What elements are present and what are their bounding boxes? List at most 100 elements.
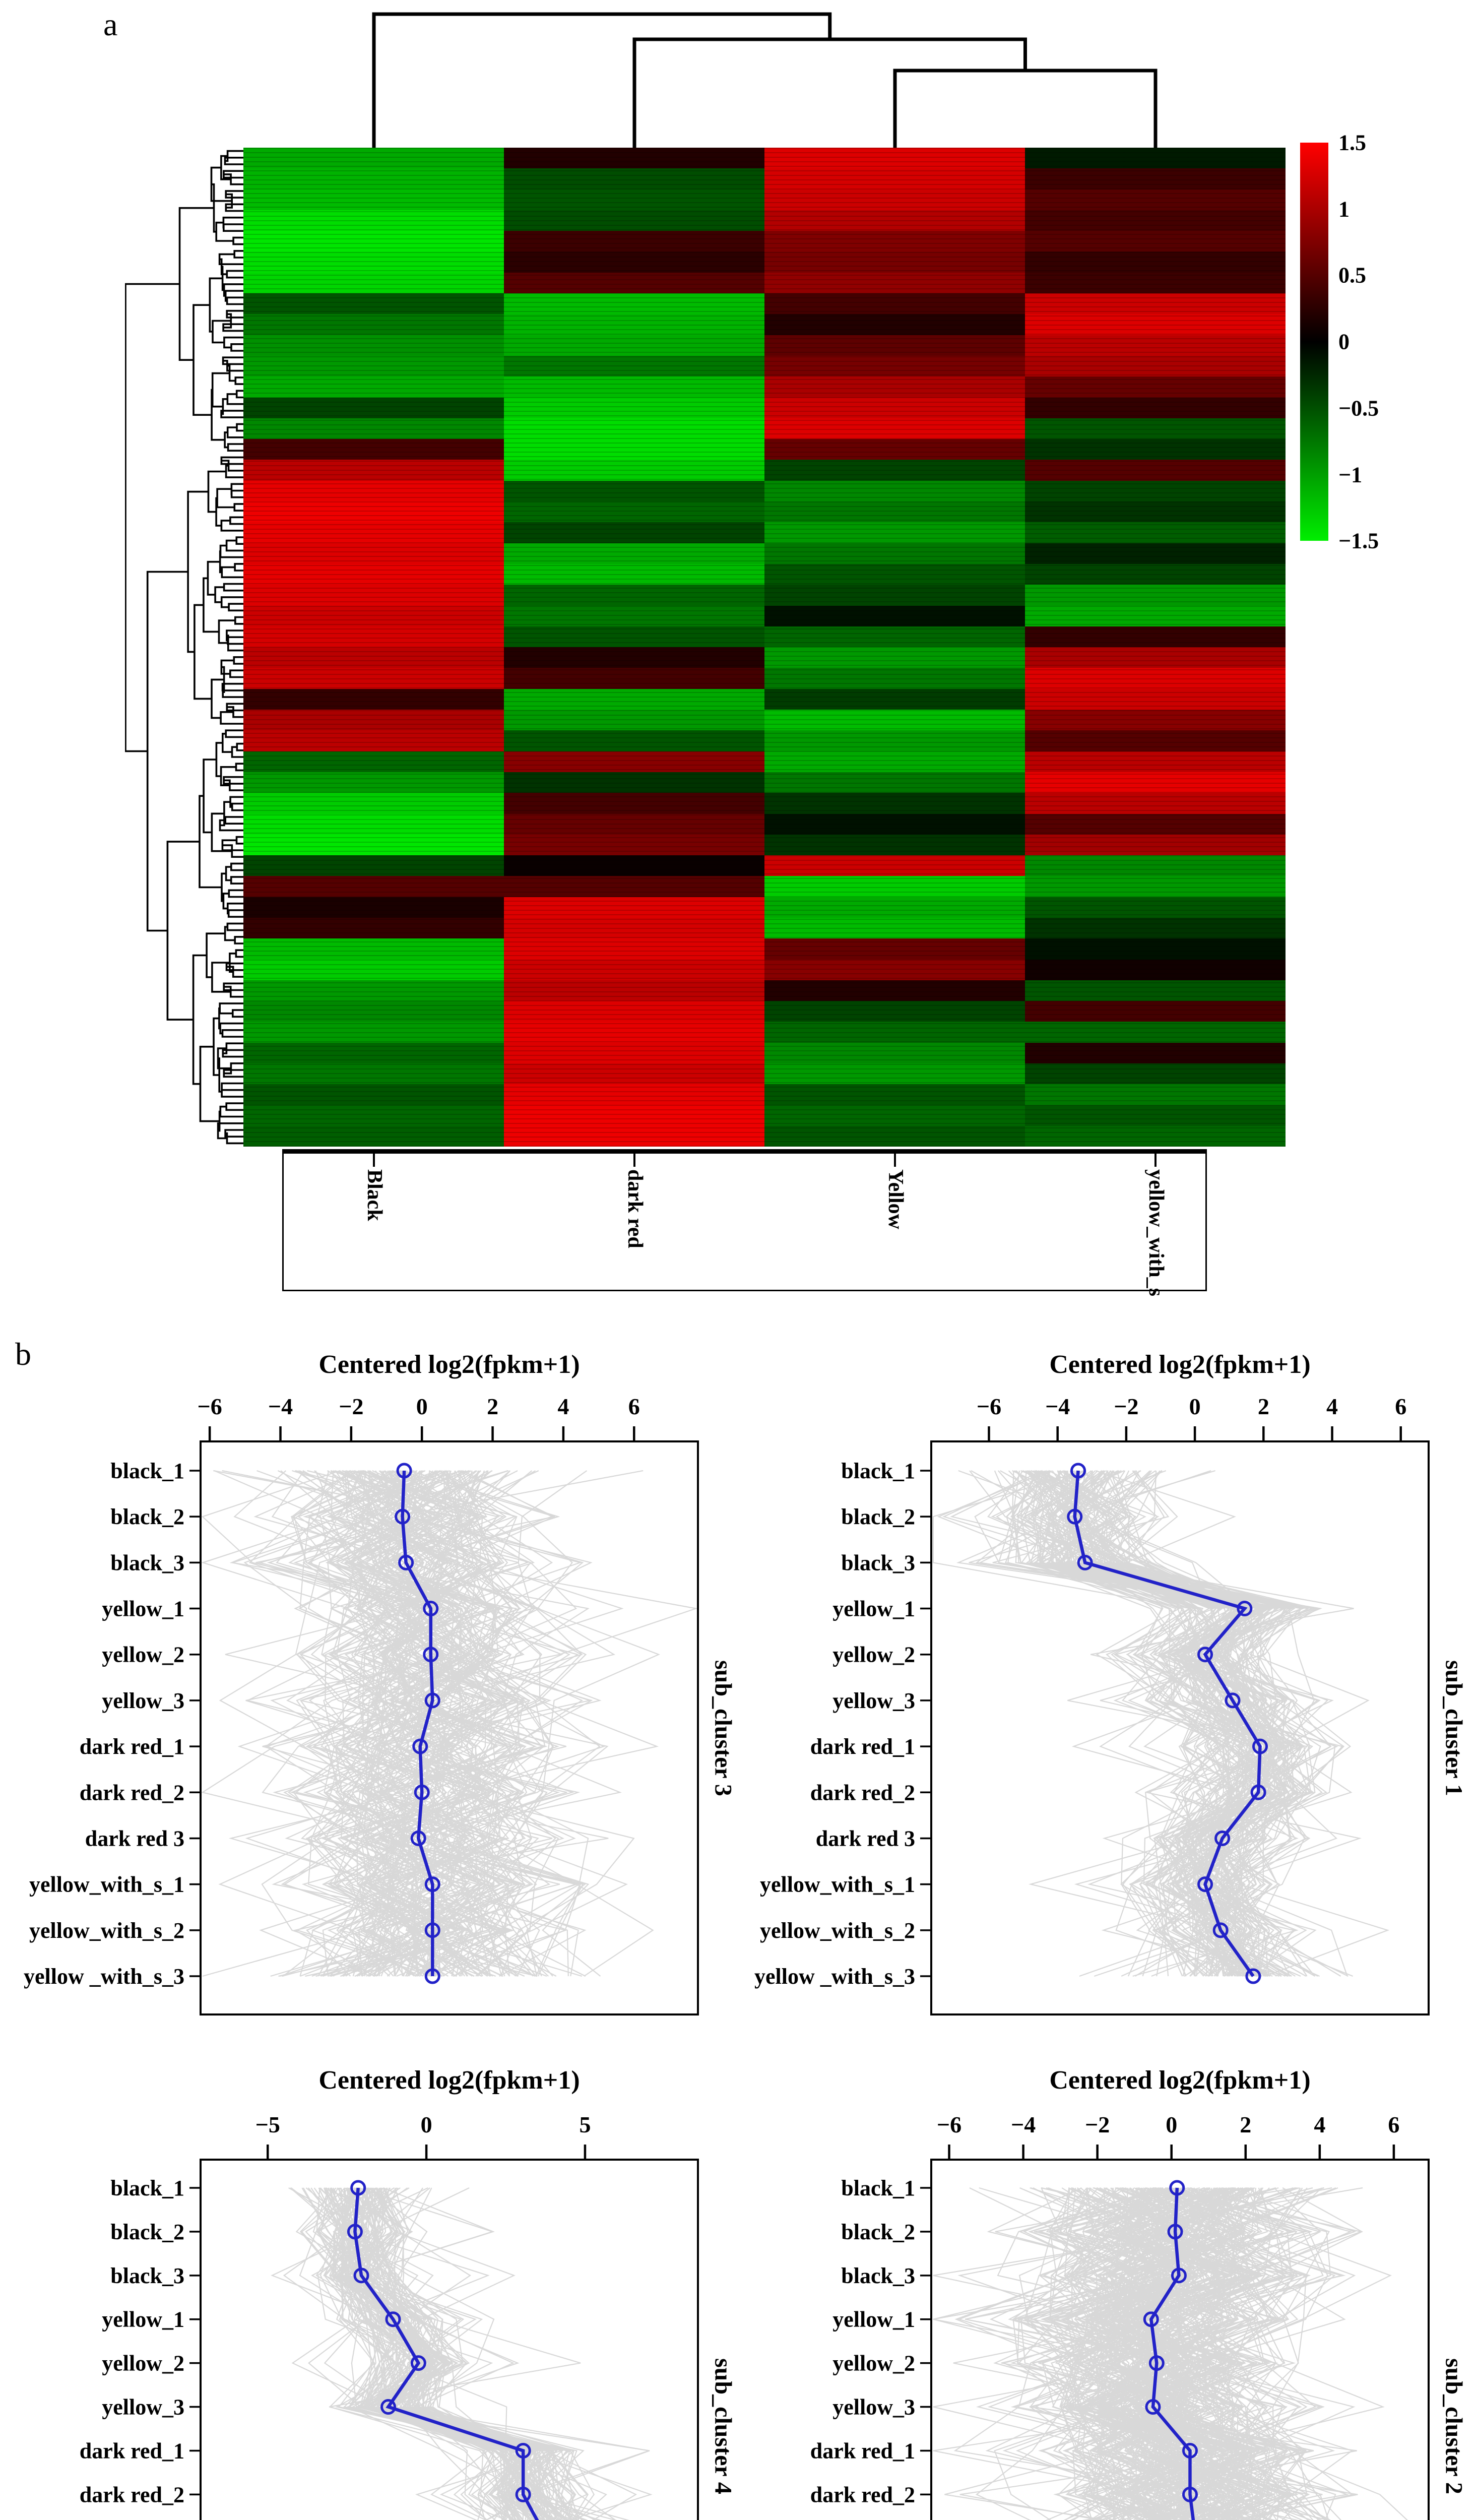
heatmap-row bbox=[243, 1084, 1286, 1105]
column-label-yellow-with-s: yellow_with_s bbox=[1144, 1169, 1168, 1296]
heatmap-row bbox=[243, 772, 1286, 793]
sample-label: dark red_2 bbox=[810, 2482, 915, 2507]
heatmap-row bbox=[243, 522, 1286, 543]
heatmap-row bbox=[243, 251, 1286, 273]
heatmap-cell bbox=[1025, 605, 1286, 626]
heatmap-cell bbox=[243, 688, 504, 710]
heatmap-cell bbox=[243, 418, 504, 439]
heatmap-cell bbox=[1025, 501, 1286, 523]
column-label-black: Black bbox=[363, 1169, 386, 1221]
plot-title: Centered log2(fpkm+1) bbox=[318, 2066, 580, 2095]
heatmap-cell bbox=[243, 959, 504, 980]
plot-box bbox=[930, 1440, 1430, 2015]
heatmap-row bbox=[243, 605, 1286, 626]
heatmap-cell bbox=[504, 751, 764, 772]
heatmap-cell bbox=[764, 293, 1025, 314]
heatmap-row bbox=[243, 688, 1286, 710]
mean-point-marker bbox=[1250, 1784, 1266, 1800]
heatmap-cell bbox=[764, 834, 1025, 856]
heatmap-cell bbox=[504, 917, 764, 939]
heatmap-stripe-overlay bbox=[243, 148, 1286, 1147]
heatmap-cell bbox=[764, 480, 1025, 502]
heatmap-row bbox=[243, 460, 1286, 481]
heatmap-row bbox=[243, 543, 1286, 564]
heatmap-cell bbox=[504, 231, 764, 252]
heatmap-cell bbox=[243, 1105, 504, 1126]
heatmap-cell bbox=[243, 668, 504, 689]
heatmap-row bbox=[243, 710, 1286, 731]
heatmap-cell bbox=[243, 1084, 504, 1105]
heatmap-cell bbox=[764, 272, 1025, 294]
mean-point-marker bbox=[1182, 2442, 1198, 2459]
heatmap-cell bbox=[764, 231, 1025, 252]
heatmap-cell bbox=[1025, 710, 1286, 731]
heatmap-cell bbox=[504, 688, 764, 710]
heatmap-row bbox=[243, 730, 1286, 751]
heatmap-cell bbox=[764, 793, 1025, 814]
heatmap-cell bbox=[504, 376, 764, 398]
x-tick-label: −4 bbox=[268, 1394, 293, 1419]
heatmap-cell bbox=[243, 1125, 504, 1147]
row-dendrogram-icon bbox=[125, 150, 243, 1145]
mean-point-marker bbox=[423, 1647, 439, 1663]
profile-plot-canvas: −5 0 5 black_1 black_2 black_3 yellow_1 yellow_… bbox=[80, 2112, 699, 2520]
sample-label: black_2 bbox=[841, 2220, 915, 2244]
heatmap-row bbox=[243, 439, 1286, 460]
sample-label: yellow_3 bbox=[102, 2395, 184, 2420]
heatmap-cell bbox=[243, 314, 504, 335]
column-dendrogram-icon bbox=[372, 12, 1158, 148]
heatmap-row bbox=[243, 189, 1286, 210]
x-tick-label: 2 bbox=[1240, 2112, 1251, 2137]
x-tick-label: 4 bbox=[1326, 1394, 1338, 1419]
x-tick-label: 2 bbox=[1258, 1394, 1269, 1419]
heatmap-cell bbox=[243, 480, 504, 502]
heatmap-cell bbox=[1025, 439, 1286, 460]
heatmap-cell bbox=[504, 1105, 764, 1126]
heatmap-cell bbox=[764, 730, 1025, 751]
heatmap-cell bbox=[243, 355, 504, 377]
heatmap-cell bbox=[764, 1001, 1025, 1022]
heatmap-row bbox=[243, 793, 1286, 814]
heatmap-cell bbox=[1025, 418, 1286, 439]
mean-point-marker bbox=[1143, 2311, 1159, 2327]
heatmap-row bbox=[243, 813, 1286, 835]
heatmap-cell bbox=[243, 210, 504, 231]
heatmap-cell bbox=[243, 1022, 504, 1043]
subplot-sub-cluster-4: −5 0 5 black_1 black_2 black_3 yellow_1 yellow_… bbox=[0, 2046, 738, 2520]
heatmap-row bbox=[243, 563, 1286, 585]
heatmap-cell bbox=[764, 751, 1025, 772]
x-tick-label: 0 bbox=[421, 2112, 432, 2137]
heatmap-cell bbox=[243, 439, 504, 460]
heatmap-cell bbox=[243, 376, 504, 398]
heatmap-cell bbox=[1025, 272, 1286, 294]
heatmap-cell bbox=[1025, 855, 1286, 876]
column-label-dark-red: dark red bbox=[623, 1169, 647, 1248]
plot-box bbox=[930, 2159, 1430, 2520]
sample-label: black_2 bbox=[841, 1504, 915, 1529]
heatmap-cell bbox=[504, 1001, 764, 1022]
mean-point-marker bbox=[424, 1692, 440, 1709]
sample-label: yellow_2 bbox=[832, 1643, 915, 1667]
mean-point-marker bbox=[350, 2180, 366, 2196]
heatmap-cell bbox=[504, 1125, 764, 1147]
x-tick-label: −5 bbox=[255, 2112, 280, 2137]
heatmap-cell bbox=[1025, 314, 1286, 335]
heatmap-row bbox=[243, 148, 1286, 169]
heatmap-cell bbox=[764, 314, 1025, 335]
heatmap-cell bbox=[504, 480, 764, 502]
heatmap-cell bbox=[504, 543, 764, 564]
heatmap-cell bbox=[764, 1022, 1025, 1043]
heatmap-cell bbox=[243, 834, 504, 856]
heatmap-row bbox=[243, 1001, 1286, 1022]
heatmap-cell bbox=[1025, 1001, 1286, 1022]
heatmap-cell bbox=[243, 251, 504, 273]
heatmap-cell bbox=[1025, 397, 1286, 418]
heatmap-cell bbox=[764, 376, 1025, 398]
sub-cluster-label: sub_cluster 1 bbox=[1440, 1660, 1467, 1796]
sample-label: dark red_1 bbox=[80, 1734, 184, 1759]
column-tick bbox=[894, 1154, 896, 1167]
heatmap-cell bbox=[1025, 522, 1286, 543]
heatmap-cell bbox=[764, 1042, 1025, 1064]
x-tick-label: 0 bbox=[1189, 1394, 1201, 1419]
sample-label: dark red_1 bbox=[810, 1734, 915, 1759]
